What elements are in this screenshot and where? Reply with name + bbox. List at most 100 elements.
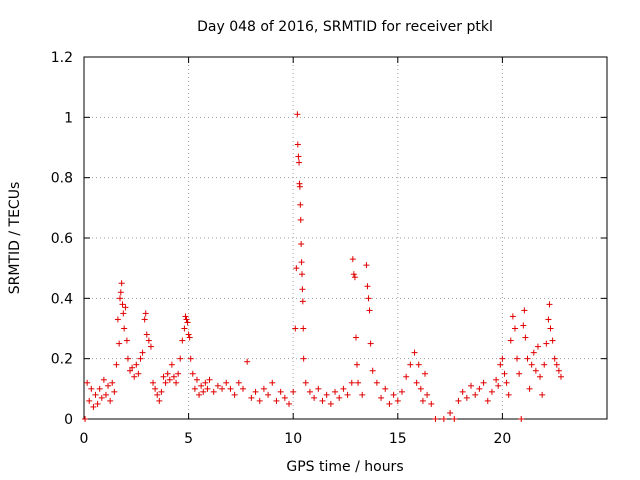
data-point [295, 153, 302, 160]
data-point [116, 295, 123, 302]
data-point [120, 310, 127, 317]
data-point [98, 394, 105, 401]
data-point [294, 111, 301, 118]
data-point [273, 397, 280, 404]
data-point [168, 361, 175, 368]
data-point [111, 388, 118, 395]
data-point [260, 385, 267, 392]
data-point [147, 343, 154, 350]
data-point [124, 355, 131, 362]
data-point [528, 361, 535, 368]
data-point [286, 400, 293, 407]
data-point [145, 337, 152, 344]
data-point [119, 301, 126, 308]
data-point [315, 385, 322, 392]
data-point [493, 376, 500, 383]
data-point [86, 397, 93, 404]
data-point [468, 382, 475, 389]
data-point [292, 325, 299, 332]
data-point [179, 337, 186, 344]
data-point [514, 355, 521, 362]
data-point [139, 349, 146, 356]
data-point [355, 379, 362, 386]
data-point [488, 388, 495, 395]
data-point [421, 370, 428, 377]
data-point [173, 379, 180, 386]
data-point [459, 388, 466, 395]
data-point [293, 265, 300, 272]
data-point [472, 391, 479, 398]
data-point [547, 325, 554, 332]
data-point [297, 201, 304, 208]
data-point [152, 385, 159, 392]
data-point [520, 322, 527, 329]
data-point [484, 397, 491, 404]
data-point [463, 394, 470, 401]
data-point [158, 388, 165, 395]
data-point [96, 385, 103, 392]
data-point [352, 334, 359, 341]
data-point [219, 385, 226, 392]
data-point [541, 361, 548, 368]
data-point [235, 379, 242, 386]
data-point [382, 385, 389, 392]
data-point [323, 391, 330, 398]
data-point [198, 382, 205, 389]
data-point [359, 391, 366, 398]
data-point [175, 370, 182, 377]
data-point [281, 394, 288, 401]
data-point [82, 416, 89, 422]
data-point [223, 379, 230, 386]
grid-layer [84, 57, 607, 419]
data-point [440, 416, 447, 422]
x-axis-label: GPS time / hours [286, 459, 403, 475]
data-point [296, 183, 303, 190]
data-point [350, 271, 357, 278]
y-tick-label: 1.2 [51, 50, 73, 66]
data-point [417, 385, 424, 392]
data-point [121, 325, 128, 332]
data-point [129, 364, 136, 371]
data-point [300, 355, 307, 362]
data-point [141, 316, 148, 323]
data-point [299, 286, 306, 293]
data-point [394, 397, 401, 404]
data-point [524, 355, 531, 362]
data-point [193, 376, 200, 383]
data-point [137, 355, 144, 362]
data-point [118, 280, 125, 287]
data-point [196, 391, 203, 398]
chart-title: Day 048 of 2016, SRMTID for receiver ptk… [197, 19, 493, 35]
data-point [447, 409, 454, 416]
data-point [518, 416, 525, 422]
data-point [386, 400, 393, 407]
y-tick-label: 0.4 [51, 291, 73, 307]
data-point [92, 391, 99, 398]
data-point [522, 334, 529, 341]
data-point [543, 340, 550, 347]
data-point [407, 361, 414, 368]
data-point [184, 319, 191, 326]
data-point [131, 373, 138, 380]
x-tick-label: 5 [184, 431, 193, 447]
data-point [227, 385, 234, 392]
data-point [200, 388, 207, 395]
data-point [311, 394, 318, 401]
data-point [327, 400, 334, 407]
data-point [84, 379, 91, 386]
data-point [160, 373, 167, 380]
data-point [183, 316, 190, 323]
data-point [364, 283, 371, 290]
data-point [181, 325, 188, 332]
y-tick-label: 1 [64, 110, 73, 126]
data-point [256, 397, 263, 404]
data-point [332, 388, 339, 395]
data-point [127, 367, 134, 374]
data-point [185, 331, 192, 338]
data-point [142, 310, 149, 317]
data-point [532, 367, 539, 374]
data-point [298, 241, 305, 248]
data-point [509, 313, 516, 320]
data-point [156, 397, 163, 404]
data-point [107, 397, 114, 404]
